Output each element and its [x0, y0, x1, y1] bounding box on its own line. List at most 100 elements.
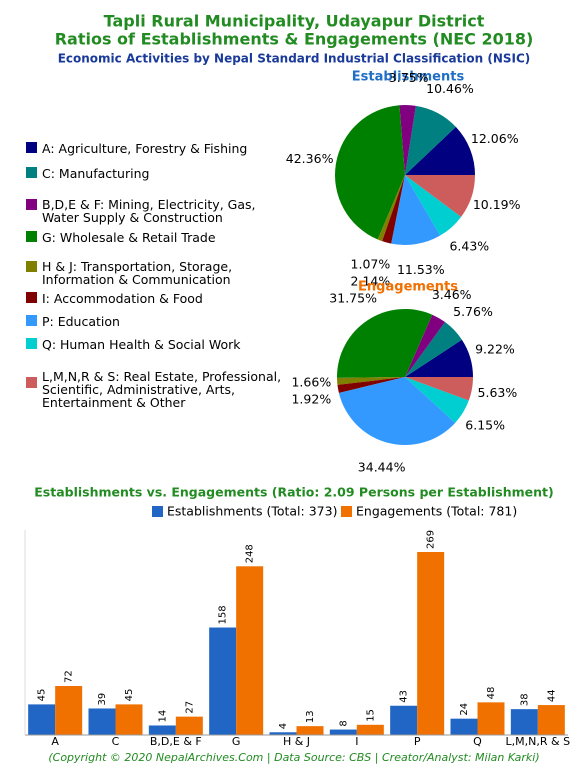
- pie-label: 2.14%: [351, 274, 391, 289]
- pie-label: 10.19%: [473, 197, 521, 212]
- legend-swatch: [26, 261, 37, 272]
- pie-slice: [405, 377, 473, 401]
- x-tick-label: Q: [473, 735, 482, 748]
- x-tick-label: B,D,E & F: [150, 735, 202, 748]
- pie-slice: [405, 377, 469, 423]
- bar-value: 8: [338, 720, 349, 726]
- footer: (Copyright © 2020 NepalArchives.Com | Da…: [48, 751, 539, 764]
- x-tick-label: A: [51, 735, 59, 748]
- bar: [88, 708, 116, 735]
- legend-label: I: Accommodation & Food: [42, 290, 203, 306]
- pie-label: 5.76%: [453, 304, 493, 319]
- bar: [28, 704, 56, 735]
- bar: [537, 705, 565, 735]
- pie-slice: [405, 322, 462, 377]
- bar-value: 14: [157, 710, 168, 723]
- pie-slice: [391, 175, 441, 245]
- legend-swatch: [341, 506, 352, 517]
- x-tick-label: C: [112, 735, 120, 748]
- bar-value: 15: [365, 709, 376, 722]
- bar: [209, 627, 237, 735]
- pie-label: 6.15%: [465, 417, 505, 432]
- bar: [450, 718, 478, 735]
- bar-value: 158: [218, 605, 229, 624]
- x-tick-label: I: [355, 735, 358, 748]
- pie-slice: [405, 126, 475, 175]
- pie-title: Engagements: [358, 280, 458, 295]
- bar-value: 38: [519, 693, 530, 706]
- bar-value: 39: [97, 693, 108, 706]
- bar: [236, 566, 264, 735]
- pie-slice: [382, 175, 405, 244]
- bar-value: 45: [37, 689, 48, 702]
- bar-value: 45: [124, 689, 135, 702]
- x-tick-label: G: [232, 735, 241, 748]
- bar: [148, 725, 176, 735]
- pie-label: 6.43%: [449, 239, 489, 254]
- bar-value: 13: [305, 710, 316, 723]
- legend-swatch: [26, 199, 37, 210]
- legend-swatch: [26, 167, 37, 178]
- legend-label: G: Wholesale & Retail Trade: [42, 229, 216, 245]
- bar: [115, 704, 143, 735]
- bar-value: 248: [245, 544, 256, 563]
- pie-label: 31.75%: [329, 290, 377, 305]
- legend-label: L,M,N,R & S: Real Estate, Professional, …: [42, 368, 282, 410]
- bar: [175, 716, 203, 735]
- bar-value: 269: [426, 530, 437, 549]
- bar: [417, 552, 445, 735]
- pie-label: 11.53%: [397, 262, 445, 277]
- pie-label: 5.63%: [478, 385, 518, 400]
- pie-label: 10.46%: [426, 81, 474, 96]
- bar-value: 44: [546, 689, 557, 702]
- pie-label: 42.36%: [286, 151, 334, 166]
- bar: [269, 732, 297, 735]
- pie-label: 1.66%: [291, 375, 331, 390]
- title: Tapli Rural Municipality, Udayapur Distr…: [104, 12, 485, 31]
- pie-slice: [337, 377, 405, 385]
- bar-value: 24: [459, 703, 470, 716]
- bar-value: 4: [278, 723, 289, 729]
- pie-label: 3.75%: [389, 70, 429, 85]
- legend-swatch: [152, 506, 163, 517]
- legend-label: P: Education: [42, 313, 120, 329]
- legend-swatch: [26, 292, 37, 303]
- pie-label: 12.06%: [471, 131, 519, 146]
- bar-value: 48: [486, 687, 497, 700]
- pie-label: 3.46%: [432, 287, 472, 302]
- x-tick-label: L,M,N,R & S: [506, 735, 571, 748]
- bar-value: 43: [399, 690, 410, 703]
- heading: Economic Activities by Nepal Standard In…: [58, 52, 531, 66]
- pie-label: 34.44%: [358, 459, 406, 474]
- bar: [390, 705, 418, 735]
- bar: [296, 726, 324, 735]
- legend-label: Establishments (Total: 373): [167, 504, 337, 519]
- bar-title: Establishments vs. Engagements (Ratio: 2…: [34, 485, 553, 500]
- legend-swatch: [26, 377, 37, 388]
- pie-slice: [399, 105, 416, 175]
- legend-label: C: Manufacturing: [42, 165, 150, 181]
- pie-slice: [405, 175, 462, 236]
- pie-title: Establishments: [352, 70, 465, 85]
- bar-value: 27: [184, 701, 195, 714]
- legend-swatch: [26, 338, 37, 349]
- legend-swatch: [26, 231, 37, 242]
- x-tick-label: H & J: [283, 735, 310, 748]
- legend-label: Q: Human Health & Social Work: [42, 336, 241, 352]
- pie-slice: [338, 377, 456, 446]
- pie-slice: [337, 309, 433, 378]
- pie-label: 9.22%: [475, 342, 515, 357]
- legend-label: H & J: Transportation, Storage, Informat…: [42, 259, 233, 287]
- legend-swatch: [26, 315, 37, 326]
- pie-slice: [405, 175, 475, 217]
- pie-label: 1.92%: [291, 392, 331, 407]
- bar-value: 72: [64, 670, 75, 683]
- legend-label: A: Agriculture, Forestry & Fishing: [42, 140, 248, 156]
- pie-slice: [405, 339, 473, 377]
- pie-slice: [377, 175, 405, 242]
- pie-label: 1.07%: [351, 257, 391, 272]
- subtitle: Ratios of Establishments & Engagements (…: [55, 30, 534, 49]
- pie-slice: [405, 314, 446, 377]
- x-tick-label: P: [414, 735, 421, 748]
